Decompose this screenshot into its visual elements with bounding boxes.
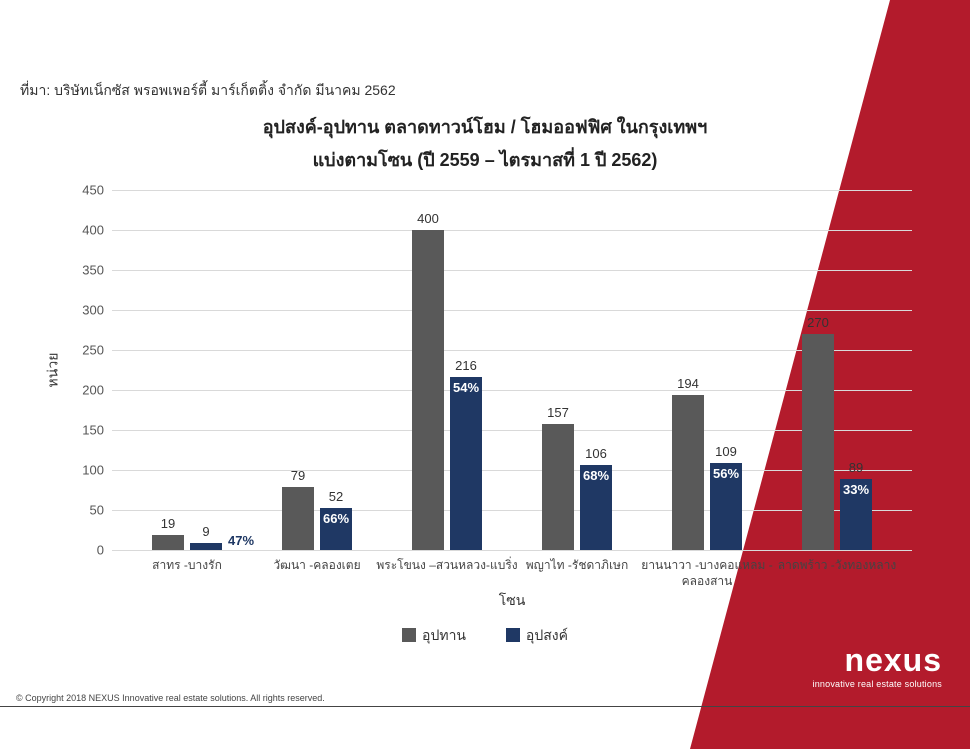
legend-demand-swatch [506,628,520,642]
y-tick-label: 300 [62,303,112,318]
demand-value-label: 109 [710,444,742,459]
plot-area: หน่วย 05010015020025030035040045019947%ส… [112,190,912,550]
supply-bar: 19 [152,535,184,550]
demand-value-label: 106 [580,446,612,461]
chart-area: หน่วย 05010015020025030035040045019947%ส… [32,170,938,610]
supply-value-label: 79 [282,468,314,483]
legend-demand: อุปสงค์ [506,625,568,647]
y-tick-label: 400 [62,223,112,238]
copyright-text: © Copyright 2018 NEXUS Innovative real e… [16,693,325,703]
y-tick-label: 50 [62,503,112,518]
brand-logo: nexus innovative real estate solutions [813,642,942,689]
bar-group: 2708933%ลาดพร้าว -วังทองหลาง [772,190,902,550]
y-tick-label: 200 [62,383,112,398]
demand-value-label: 89 [840,460,872,475]
demand-bar: 9 [190,543,222,550]
percent-label: 47% [228,533,254,548]
source-line: ที่มา: บริษัทเน็กซัส พรอพเพอร์ตี้ มาร์เก… [20,80,396,102]
legend-supply: อุปทาน [402,625,466,647]
x-axis-label: โซน [112,590,912,612]
supply-bar: 157 [542,424,574,550]
bar-group: 15710668%พญาไท -รัชดาภิเษก [512,190,642,550]
y-tick-label: 150 [62,423,112,438]
legend-supply-swatch [402,628,416,642]
supply-bar: 270 [802,334,834,550]
supply-value-label: 270 [802,315,834,330]
supply-value-label: 19 [152,516,184,531]
bar-group: 40021654%พระโขนง –สวนหลวง-แบริ่ง [382,190,512,550]
demand-value-label: 52 [320,489,352,504]
supply-bar: 400 [412,230,444,550]
bar-group: 19947%สาทร -บางรัก [122,190,252,550]
y-tick-label: 350 [62,263,112,278]
supply-bar: 194 [672,395,704,550]
percent-label: 54% [450,380,482,395]
percent-label: 68% [580,468,612,483]
bar-group: 19410956%ยานนาวา -บางคอแหลม -คลองสาน [642,190,772,550]
y-tick-label: 100 [62,463,112,478]
chart-title: อุปสงค์-อุปทาน ตลาดทาวน์โฮม / โฮมออฟฟิศ … [0,112,970,174]
percent-label: 66% [320,511,352,526]
percent-label: 33% [840,482,872,497]
percent-label: 56% [710,466,742,481]
brand-name: nexus [813,642,942,679]
y-tick-label: 450 [62,183,112,198]
supply-bar: 79 [282,487,314,550]
bar-group: 795266%วัฒนา -คลองเตย [252,190,382,550]
title-line-1: อุปสงค์-อุปทาน ตลาดทาวน์โฮม / โฮมออฟฟิศ … [0,112,970,141]
demand-bar: 216 [450,377,482,550]
supply-value-label: 157 [542,405,574,420]
category-label: ลาดพร้าว -วังทองหลาง [746,550,928,574]
footer-rule [0,706,970,707]
brand-tagline: innovative real estate solutions [813,679,942,689]
demand-value-label: 9 [190,524,222,539]
supply-value-label: 400 [412,211,444,226]
supply-value-label: 194 [672,376,704,391]
y-tick-label: 250 [62,343,112,358]
demand-value-label: 216 [450,358,482,373]
